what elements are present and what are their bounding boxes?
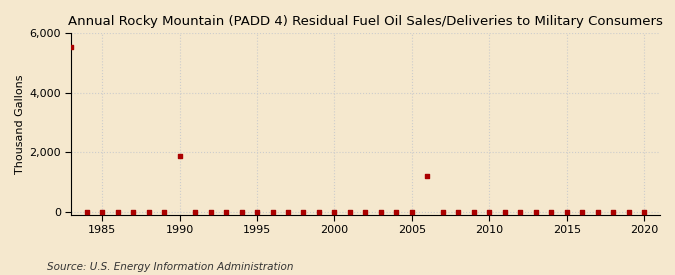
- Point: [360, 210, 371, 214]
- Y-axis label: Thousand Gallons: Thousand Gallons: [15, 74, 25, 174]
- Point: [221, 210, 232, 214]
- Point: [546, 210, 557, 214]
- Point: [81, 210, 92, 214]
- Point: [97, 210, 107, 214]
- Point: [329, 210, 340, 214]
- Point: [608, 210, 618, 214]
- Point: [205, 210, 216, 214]
- Point: [190, 210, 200, 214]
- Point: [267, 210, 278, 214]
- Point: [484, 210, 495, 214]
- Point: [592, 210, 603, 214]
- Point: [391, 210, 402, 214]
- Point: [406, 210, 417, 214]
- Point: [639, 210, 649, 214]
- Point: [128, 210, 138, 214]
- Title: Annual Rocky Mountain (PADD 4) Residual Fuel Oil Sales/Deliveries to Military Co: Annual Rocky Mountain (PADD 4) Residual …: [68, 15, 663, 28]
- Point: [174, 154, 185, 158]
- Point: [375, 210, 386, 214]
- Point: [252, 210, 263, 214]
- Text: Source: U.S. Energy Information Administration: Source: U.S. Energy Information Administ…: [47, 262, 294, 272]
- Point: [437, 210, 448, 214]
- Point: [112, 210, 123, 214]
- Point: [422, 174, 433, 178]
- Point: [453, 210, 464, 214]
- Point: [344, 210, 355, 214]
- Point: [314, 210, 325, 214]
- Point: [143, 210, 154, 214]
- Point: [500, 210, 510, 214]
- Point: [515, 210, 526, 214]
- Point: [298, 210, 309, 214]
- Point: [159, 210, 169, 214]
- Point: [623, 210, 634, 214]
- Point: [531, 210, 541, 214]
- Point: [562, 210, 572, 214]
- Point: [283, 210, 294, 214]
- Point: [65, 45, 76, 49]
- Point: [468, 210, 479, 214]
- Point: [236, 210, 247, 214]
- Point: [577, 210, 588, 214]
